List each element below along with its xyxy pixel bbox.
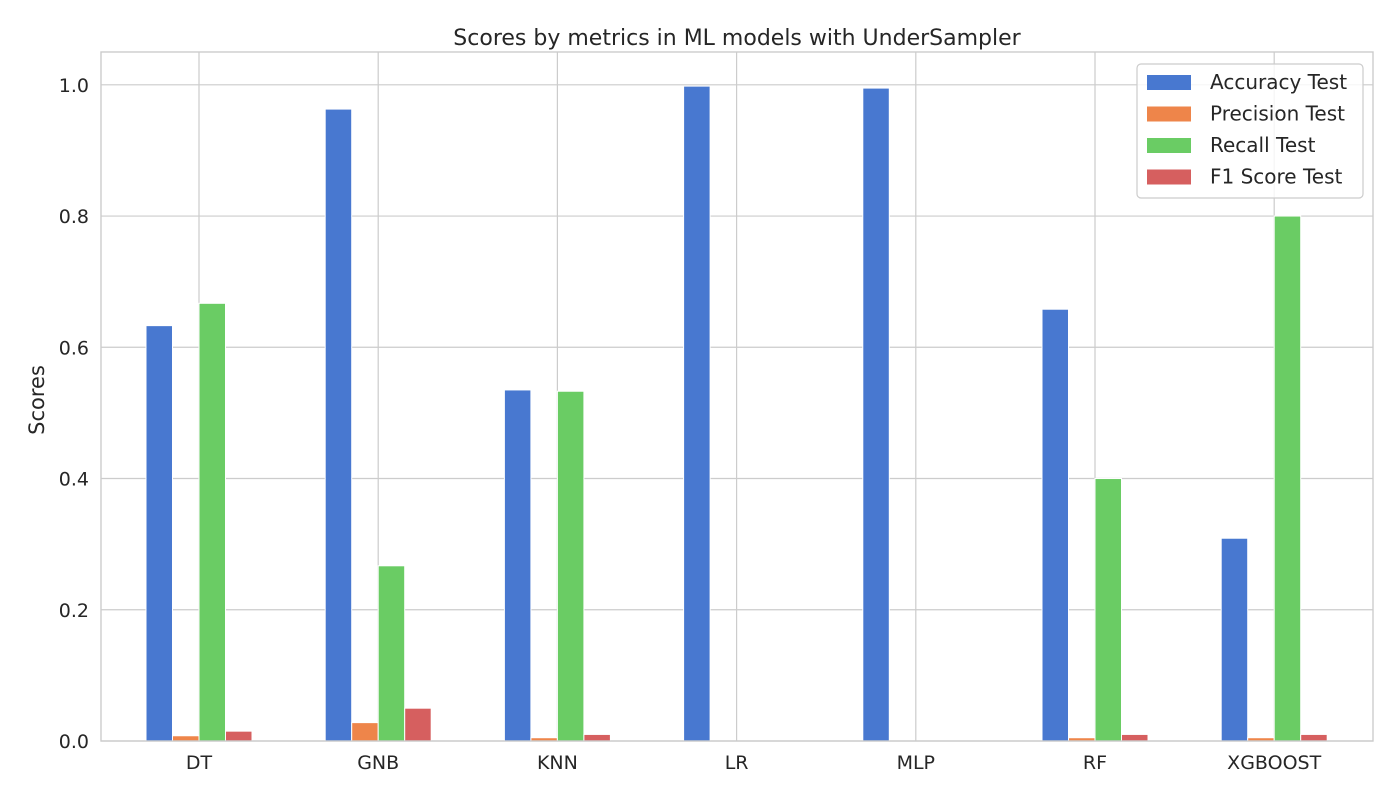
bar-mlp-accuracy-test [862, 87, 890, 742]
legend-label: F1 Score Test [1210, 165, 1343, 189]
bar-gnb-recall-test [377, 565, 406, 742]
legend: Accuracy Test Precision Test Recall Test F1… [1136, 63, 1364, 199]
bar-gnb-f1-score-test [404, 707, 432, 742]
legend-swatch [1147, 169, 1191, 185]
plot-frame [100, 51, 1374, 742]
bar-rf-accuracy-test [1041, 308, 1069, 742]
y-axis-label: Scores [25, 365, 49, 435]
legend-swatch [1147, 138, 1191, 153]
bar-xgboost-f1-score-test [1300, 733, 1328, 742]
bar-xgboost-recall-test [1273, 215, 1302, 742]
y-tick-label: 0.6 [59, 337, 89, 359]
bar-dt-recall-test [198, 302, 226, 742]
legend-swatch [1147, 75, 1191, 90]
x-tick-label: LR [725, 752, 749, 774]
chart-title: Scores by metrics in ML models with Unde… [453, 26, 1021, 51]
bar-gnb-accuracy-test [324, 108, 353, 742]
bar-dt-accuracy-test [145, 325, 173, 742]
y-tick-label: 1.0 [59, 75, 89, 97]
x-tick-label: MLP [897, 752, 935, 774]
legend-swatch [1147, 106, 1191, 122]
legend-label: Recall Test [1210, 133, 1316, 157]
bar-lr-accuracy-test [683, 85, 711, 742]
legend-label: Precision Test [1210, 102, 1345, 126]
bar-knn-f1-score-test [583, 733, 611, 742]
y-tick-label: 0.4 [59, 469, 89, 491]
legend-label: Accuracy Test [1210, 70, 1347, 94]
bar-knn-recall-test [556, 390, 585, 742]
y-tick-label: 0.0 [59, 731, 89, 753]
bar-gnb-precision-test [351, 722, 379, 742]
x-tick-label: RF [1083, 752, 1107, 774]
x-tick-label: XGBOOST [1227, 752, 1321, 774]
bar-dt-f1-score-test [225, 730, 253, 742]
legend-box [1136, 63, 1364, 199]
bar-dt-precision-test [172, 735, 200, 742]
bars-layer [145, 85, 1328, 742]
bar-knn-accuracy-test [503, 389, 532, 742]
y-tick-label: 0.8 [59, 206, 89, 228]
bar-rf-f1-score-test [1121, 733, 1149, 742]
y-tick-label: 0.2 [59, 600, 89, 622]
x-tick-label: DT [186, 752, 213, 774]
bar-rf-recall-test [1094, 478, 1122, 742]
bar-xgboost-accuracy-test [1220, 537, 1249, 742]
x-ticks: DT GNB KNN LR MLP RF XGBOOST [186, 752, 1322, 774]
y-ticks: 0.0 0.2 0.4 0.6 0.8 1.0 [59, 75, 89, 753]
x-tick-label: GNB [357, 752, 399, 774]
x-tick-label: KNN [537, 752, 578, 774]
